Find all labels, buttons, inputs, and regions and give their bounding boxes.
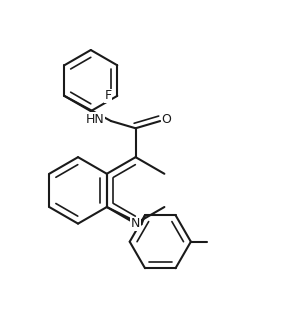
Text: HN: HN xyxy=(86,113,105,126)
Text: O: O xyxy=(162,113,171,126)
Text: N: N xyxy=(131,217,140,230)
Text: F: F xyxy=(104,89,112,102)
